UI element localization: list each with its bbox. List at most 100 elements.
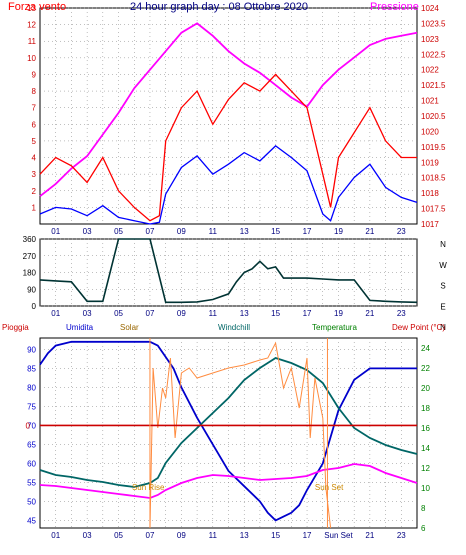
top-x-tick-label: 03 xyxy=(83,227,92,236)
pressure-tick-label: 1021 xyxy=(421,97,439,106)
pressure-tick-label: 1017.5 xyxy=(421,205,446,214)
sunrise-label: Sun Rise xyxy=(132,483,165,492)
wind_gust-series-line xyxy=(39,145,418,225)
compass-label: S xyxy=(440,282,445,291)
top-x-tick-label: 21 xyxy=(365,227,374,236)
bot-x-tick-label: 21 xyxy=(365,531,374,540)
pressure-tick-label: 1022 xyxy=(421,66,439,75)
dir-x-tick-label: 19 xyxy=(334,309,343,318)
bot-x-tick-label: 07 xyxy=(146,531,155,540)
humidity-tick-label: 85 xyxy=(27,364,36,373)
dir-x-tick-label: 05 xyxy=(114,309,123,318)
wind-tick-label: 2 xyxy=(32,187,37,196)
top-x-tick-label: 05 xyxy=(114,227,123,236)
bot-x-tick-label: 23 xyxy=(397,531,406,540)
wind-tick-label: 4 xyxy=(32,154,37,163)
wind-tick-label: 9 xyxy=(32,70,37,79)
wind-tick-label: 10 xyxy=(27,54,36,63)
direction-tick-label: 90 xyxy=(27,285,36,294)
temperature-tick-label: 24 xyxy=(421,344,430,353)
legend-label: Temperatura xyxy=(312,323,357,332)
wind-tick-label: 5 xyxy=(32,137,37,146)
legend-label: Pioggia xyxy=(2,323,29,332)
top-x-tick-label: 23 xyxy=(397,227,406,236)
temperature-tick-label: 6 xyxy=(421,524,426,533)
top-x-tick-label: 13 xyxy=(240,227,249,236)
top-x-tick-label: 07 xyxy=(146,227,155,236)
pressure-tick-label: 1024 xyxy=(421,4,439,13)
bot-x-tick-label: 03 xyxy=(83,531,92,540)
temperature-tick-label: 12 xyxy=(421,464,430,473)
top-x-tick-label: 09 xyxy=(177,227,186,236)
humidity-tick-label: 65 xyxy=(27,440,36,449)
wind-pressure-chart: 1234567891011121310171017.510181018.5101… xyxy=(27,4,446,236)
direction-tick-label: 360 xyxy=(23,235,37,244)
legend-label: Umidita xyxy=(66,323,94,332)
temperature-tick-label: 22 xyxy=(421,364,430,373)
top-x-tick-label: 17 xyxy=(303,227,312,236)
pressure-tick-label: 1018 xyxy=(421,189,439,198)
chart-title: 24 hour graph day : 08 Ottobre 2020 xyxy=(130,1,308,13)
wind-tick-label: 1 xyxy=(32,203,37,212)
top-x-tick-label: 01 xyxy=(51,227,60,236)
humidity-series-line xyxy=(39,340,417,522)
wind_speed-series-line xyxy=(39,73,417,222)
temperature-tick-label: 14 xyxy=(421,444,430,453)
compass-label: E xyxy=(440,302,445,311)
temp-plot-frame xyxy=(39,337,418,529)
compass-label: N xyxy=(440,240,446,249)
top-x-tick-label: 11 xyxy=(209,227,218,236)
sunset-label: Sun Set xyxy=(315,483,344,492)
pressure-tick-label: 1019 xyxy=(421,158,439,167)
pressure-tick-label: 1021.5 xyxy=(421,81,446,90)
wind-direction-chart: 0 90 180 270 360 N W S E N 01 03 05 07 09 11 13 15 17 19 21 2… xyxy=(23,235,448,332)
wind-tick-label: 3 xyxy=(32,170,37,179)
dir-x-tick-label: 11 xyxy=(209,309,218,318)
wind-axis-title: Forza vento xyxy=(8,1,66,13)
bot-x-tick-label: 11 xyxy=(209,531,218,540)
wind-tick-label: 11 xyxy=(28,37,37,46)
humidity-tick-label: 60 xyxy=(27,459,36,468)
solar-series-line xyxy=(149,341,332,529)
temperature-tick-label: 18 xyxy=(421,404,430,413)
direction-tick-label: 0 xyxy=(32,302,37,311)
legend-label: Dew Point (°C) xyxy=(392,323,445,332)
dir-x-tick-label: 09 xyxy=(177,309,186,318)
wind-tick-label: 13 xyxy=(27,4,36,13)
humidity-tick-label: 90 xyxy=(27,345,36,354)
humidity-tick-label: 50 xyxy=(27,497,36,506)
compass-label: W xyxy=(439,261,447,270)
wind-tick-label: 6 xyxy=(32,120,37,129)
humidity-tick-label: 80 xyxy=(27,383,36,392)
pressure-tick-label: 1022.5 xyxy=(421,50,446,59)
bot-x-tick-label: 15 xyxy=(271,531,280,540)
temperature-tick-label: 8 xyxy=(421,504,426,513)
pressure-tick-label: 1018.5 xyxy=(421,174,446,183)
bot-x-tick-label: 13 xyxy=(240,531,249,540)
dir-x-tick-label: 03 xyxy=(83,309,92,318)
humidity-tick-label: 55 xyxy=(27,478,36,487)
dir-x-tick-label: 01 xyxy=(51,309,60,318)
direction-series-line xyxy=(39,238,418,304)
humidity-tick-label: 75 xyxy=(27,402,36,411)
pressure-tick-label: 1023 xyxy=(421,35,439,44)
rain-zero-label: 0 xyxy=(26,421,31,430)
dir-x-tick-label: 13 xyxy=(240,309,249,318)
bot-x-tick-label: 17 xyxy=(303,531,312,540)
humidity-tick-label: 70 xyxy=(27,421,36,430)
wind-tick-label: 7 xyxy=(32,104,37,113)
pressure-tick-label: 1023.5 xyxy=(421,19,446,28)
dir-x-tick-label: 23 xyxy=(397,309,406,318)
temperature-tick-label: 10 xyxy=(421,484,430,493)
pressure-tick-label: 1020.5 xyxy=(421,112,446,121)
pressure-axis-title: Pressione xyxy=(370,1,419,13)
direction-tick-label: 180 xyxy=(23,269,37,278)
bot-x-tick-label: 09 xyxy=(177,531,186,540)
temperature-tick-label: 16 xyxy=(421,424,430,433)
pressure-series-line xyxy=(39,22,418,197)
bot-x-tick-label: Sun Set xyxy=(324,531,353,540)
humidity-tick-label: 45 xyxy=(27,516,36,525)
dir-x-tick-label: 21 xyxy=(365,309,374,318)
pressure-tick-label: 1017 xyxy=(421,220,439,229)
